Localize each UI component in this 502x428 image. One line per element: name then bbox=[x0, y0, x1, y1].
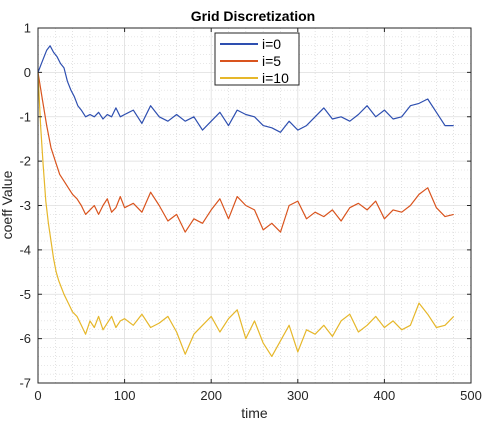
x-tick-label: 0 bbox=[34, 388, 41, 403]
legend-label-1: i=5 bbox=[262, 53, 281, 69]
legend-box bbox=[214, 32, 300, 86]
x-axis-label: time bbox=[241, 405, 268, 421]
y-tick-label: -1 bbox=[19, 109, 31, 124]
chart-title: Grid Discretization bbox=[191, 8, 315, 24]
y-tick-label: -3 bbox=[19, 198, 31, 213]
y-tick-label: 1 bbox=[24, 21, 31, 36]
y-tick-label: -2 bbox=[19, 154, 31, 169]
series-layer bbox=[37, 45, 455, 357]
x-tick-label: 500 bbox=[460, 388, 482, 403]
x-tick-label: 100 bbox=[114, 388, 136, 403]
y-tick-label: -5 bbox=[19, 287, 31, 302]
series-line-2 bbox=[37, 72, 455, 357]
y-tick-label: -7 bbox=[19, 376, 31, 391]
legend: i=0i=5i=10 bbox=[214, 32, 300, 86]
x-tick-label: 300 bbox=[287, 388, 309, 403]
series-line-1 bbox=[37, 72, 454, 233]
series-line-0 bbox=[37, 45, 454, 133]
legend-label-2: i=10 bbox=[262, 70, 289, 86]
y-axis-label: coeff Value bbox=[0, 170, 15, 239]
x-tick-label: 200 bbox=[200, 388, 222, 403]
y-tick-label: -4 bbox=[19, 242, 31, 257]
y-tick-labels: -7 -6 -5 -4 -3 -2 -1 0 1 bbox=[19, 21, 31, 391]
x-tick-labels: 0 100 200 300 400 500 bbox=[34, 388, 481, 403]
legend-label-0: i=0 bbox=[262, 36, 281, 52]
y-tick-label: 0 bbox=[24, 65, 31, 80]
axis-ticks bbox=[37, 27, 472, 384]
x-tick-label: 400 bbox=[374, 388, 396, 403]
y-tick-label: -6 bbox=[19, 331, 31, 346]
